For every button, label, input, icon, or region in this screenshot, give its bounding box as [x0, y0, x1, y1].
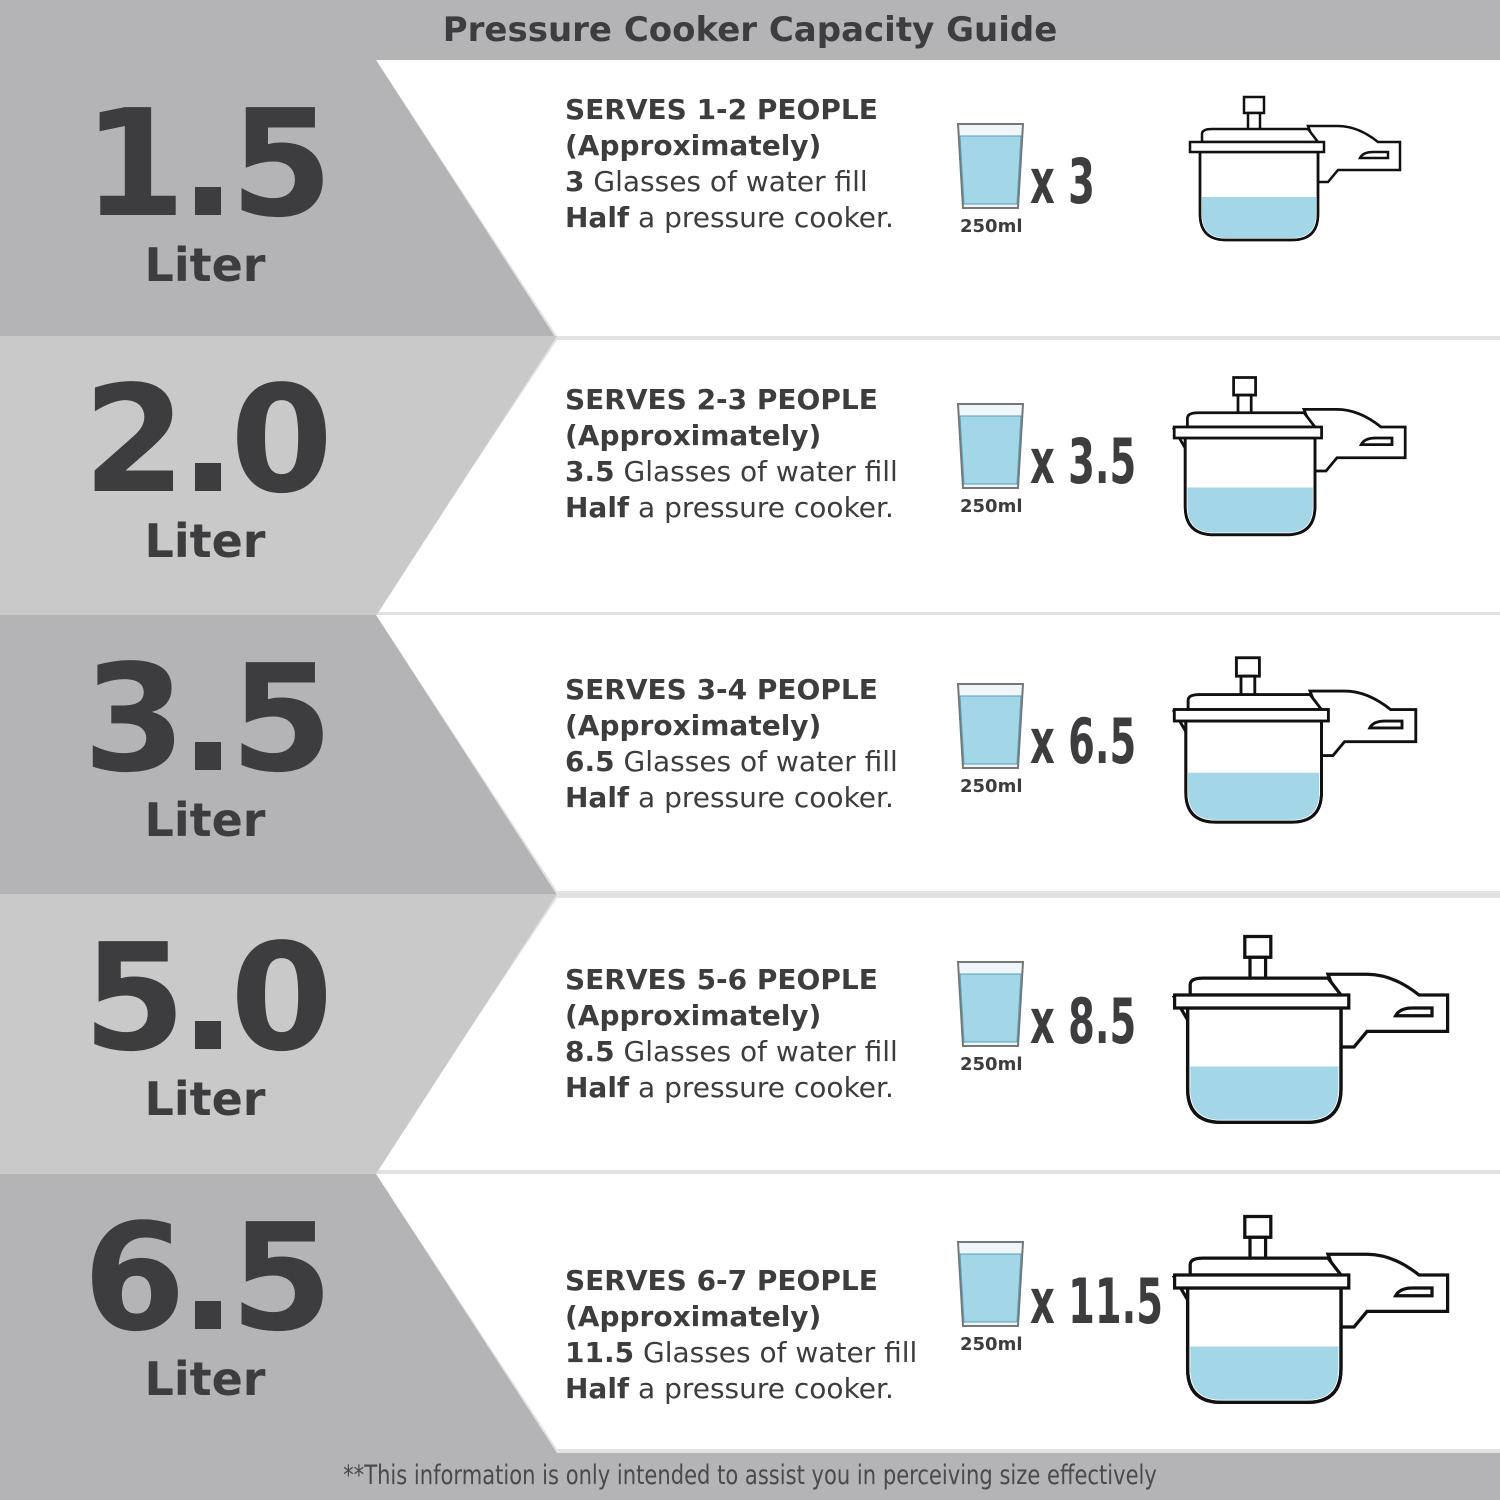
- capacity-value: 6.5: [82, 1192, 333, 1364]
- cooker-text: a pressure cooker.: [629, 1071, 894, 1104]
- glasses-count: 3.5: [565, 455, 615, 488]
- cooker-text: a pressure cooker.: [629, 781, 894, 814]
- glasses-text: Glasses of water fill: [614, 455, 898, 488]
- capacity-unit: Liter: [144, 238, 266, 292]
- row-background: [0, 615, 1500, 895]
- cooker-text: a pressure cooker.: [629, 201, 894, 234]
- cooker-text: a pressure cooker.: [629, 1372, 894, 1405]
- page-title: Pressure Cooker Capacity Guide: [442, 10, 1058, 50]
- glass-multiplier: x 11.5: [1030, 1265, 1164, 1338]
- size-chevron: [0, 615, 557, 895]
- half-text: Half: [565, 1071, 630, 1104]
- glasses-count: 11.5: [565, 1336, 635, 1369]
- serving-info: SERVES 6-7 PEOPLE (Approximately) 11.5 G…: [565, 1263, 917, 1407]
- water-glass-icon: [955, 400, 1027, 496]
- serving-info: SERVES 2-3 PEOPLE (Approximately) 3.5 Gl…: [565, 382, 898, 526]
- size-chevron: [0, 336, 557, 616]
- glasses-text: Glasses of water fill: [584, 165, 868, 198]
- glass-multiplier: x 3: [1030, 145, 1095, 218]
- size-chevron: [0, 894, 557, 1174]
- glass-multiplier: x 6.5: [1030, 705, 1137, 778]
- serving-info: SERVES 1-2 PEOPLE (Approximately) 3 Glas…: [565, 92, 894, 236]
- approx-text: (Approximately): [565, 999, 822, 1032]
- capacity-value: 2.0: [82, 354, 333, 526]
- capacity-value: 5.0: [82, 912, 333, 1084]
- info-panel: [376, 340, 1500, 612]
- approx-text: (Approximately): [565, 129, 822, 162]
- water-glass-icon: [955, 120, 1027, 216]
- approx-text: (Approximately): [565, 709, 822, 742]
- glass-multiplier: x 8.5: [1030, 985, 1137, 1058]
- approx-text: (Approximately): [565, 1300, 822, 1333]
- glass-volume: 250ml: [960, 776, 1023, 797]
- glass-volume: 250ml: [960, 496, 1023, 517]
- footnote: **This information is only intended to a…: [343, 1460, 1157, 1491]
- cooker-text: a pressure cooker.: [629, 491, 894, 524]
- capacity-value: 3.5: [82, 633, 333, 805]
- glasses-count: 8.5: [565, 1035, 615, 1068]
- water-glass-icon: [955, 1238, 1027, 1334]
- pressure-cooker-icon: [1171, 652, 1471, 840]
- glasses-count: 6.5: [565, 745, 615, 778]
- pressure-cooker-icon: [1171, 372, 1458, 552]
- serves-text: SERVES 2-3 PEOPLE: [565, 383, 878, 416]
- approx-text: (Approximately): [565, 419, 822, 452]
- serves-text: SERVES 5-6 PEOPLE: [565, 963, 878, 996]
- glasses-text: Glasses of water fill: [614, 1035, 898, 1068]
- glasses-count: 3: [565, 165, 585, 198]
- serving-info: SERVES 3-4 PEOPLE (Approximately) 6.5 Gl…: [565, 672, 898, 816]
- serves-text: SERVES 1-2 PEOPLE: [565, 93, 878, 126]
- half-text: Half: [565, 781, 630, 814]
- capacity-value: 1.5: [82, 78, 333, 250]
- glass-volume: 250ml: [960, 1054, 1023, 1075]
- water-glass-icon: [955, 958, 1027, 1054]
- glass-volume: 250ml: [960, 1334, 1023, 1355]
- glasses-text: Glasses of water fill: [634, 1336, 918, 1369]
- capacity-unit: Liter: [144, 1352, 266, 1406]
- glass-volume: 250ml: [960, 216, 1023, 237]
- footer-band: [0, 1453, 1500, 1500]
- glass-multiplier: x 3.5: [1030, 425, 1137, 498]
- size-chevron: [0, 1174, 557, 1453]
- size-chevron: [0, 60, 557, 340]
- serving-info: SERVES 5-6 PEOPLE (Approximately) 8.5 Gl…: [565, 962, 898, 1106]
- serves-text: SERVES 3-4 PEOPLE: [565, 673, 878, 706]
- water-glass-icon: [955, 680, 1027, 776]
- half-text: Half: [565, 491, 630, 524]
- serves-text: SERVES 6-7 PEOPLE: [565, 1264, 878, 1297]
- pressure-cooker-icon: [1171, 1210, 1500, 1422]
- half-text: Half: [565, 1372, 630, 1405]
- glasses-text: Glasses of water fill: [614, 745, 898, 778]
- capacity-row: 3.5 Liter: [0, 615, 1500, 895]
- capacity-unit: Liter: [144, 514, 266, 568]
- pressure-cooker-icon: [1171, 930, 1500, 1142]
- half-text: Half: [565, 201, 630, 234]
- capacity-unit: Liter: [144, 1072, 266, 1126]
- pressure-cooker-icon: [1188, 92, 1448, 256]
- header-band: Pressure Cooker Capacity Guide: [0, 0, 1500, 60]
- capacity-unit: Liter: [144, 793, 266, 847]
